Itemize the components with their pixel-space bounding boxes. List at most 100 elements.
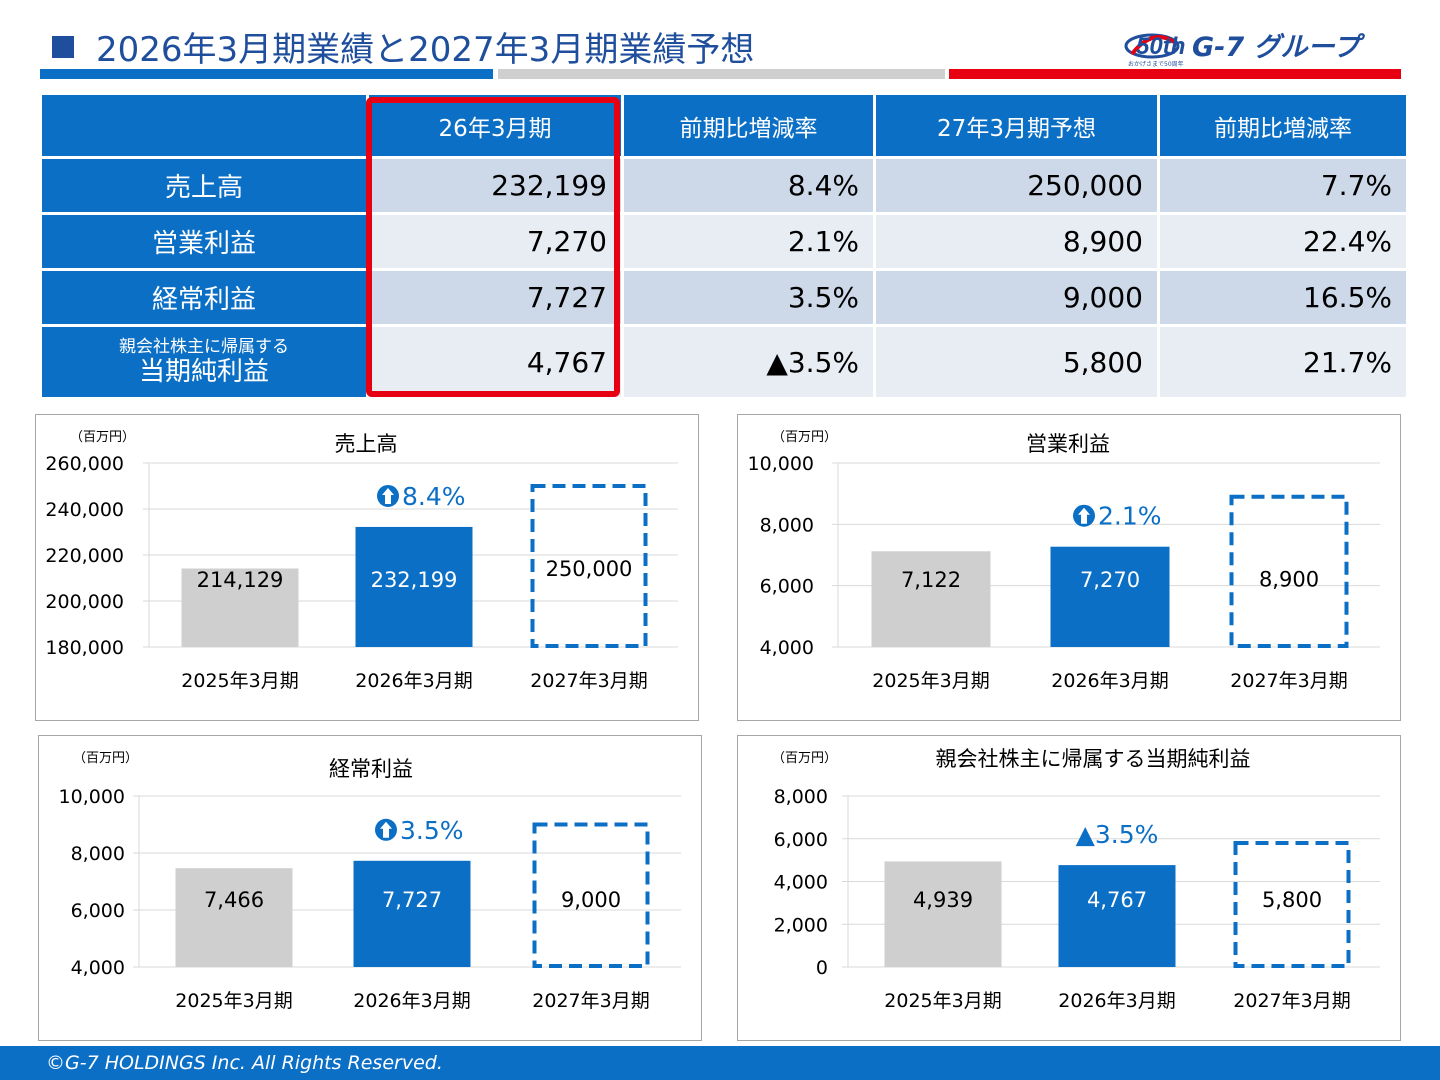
table-header-cell: 27年3月期予想 [876, 95, 1157, 156]
y-tick-label: 200,000 [45, 591, 124, 613]
y-tick-label: 6,000 [774, 829, 828, 851]
chart-title: 営業利益 [1026, 432, 1110, 456]
x-tick-label: 2027年3月期 [1233, 990, 1350, 1012]
table-cell: 9,000 [876, 271, 1157, 324]
chart-unit-label: （百万円） [772, 430, 837, 445]
x-tick-label: 2025年3月期 [872, 670, 989, 692]
x-tick-label: 2025年3月期 [175, 990, 292, 1012]
row-label-main: 当期純利益 [138, 357, 269, 387]
bar-prev-year [175, 868, 293, 967]
growth-rate-label: 2.1% [1098, 502, 1162, 531]
title-bar-blue [40, 69, 493, 79]
y-tick-label: 180,000 [45, 637, 124, 659]
growth-rate-label: 3.5% [400, 816, 464, 845]
chart-unit-label: （百万円） [73, 751, 138, 766]
table-cell: 7,270 [369, 215, 621, 268]
y-tick-label: 6,000 [71, 900, 125, 922]
chart-unit-label: （百万円） [70, 430, 135, 445]
table-cell: ▲3.5% [624, 327, 873, 397]
growth-rate-label: 8.4% [402, 482, 466, 511]
bar-forecast [1233, 841, 1351, 968]
bar-current-year [1058, 865, 1176, 967]
footer-copyright: ©G-7 HOLDINGS Inc. All Rights Reserved. [0, 1046, 1440, 1080]
row-label: 売上高 [42, 159, 366, 212]
table-row: 親会社株主に帰属する 当期純利益 4,767 ▲3.5% 5,800 21.7% [42, 327, 1406, 397]
chart-title: 経常利益 [329, 757, 413, 781]
chart-unit-label: （百万円） [772, 751, 837, 766]
x-tick-label: 2027年3月期 [1230, 670, 1347, 692]
table-cell: 16.5% [1160, 271, 1406, 324]
x-tick-label: 2027年3月期 [530, 670, 647, 692]
bar-value-label: 5,800 [1262, 888, 1322, 912]
y-tick-label: 8,000 [760, 514, 814, 536]
table-row: 経常利益 7,727 3.5% 9,000 16.5% [42, 271, 1406, 324]
bar-value-label: 8,900 [1259, 568, 1319, 592]
chart-net-income: 親会社株主に帰属する当期純利益 （百万円） 0 2,000 4,000 6,000 8,00… [737, 735, 1401, 1041]
row-label: 経常利益 [42, 271, 366, 324]
table-header-cell: 前期比増減率 [624, 95, 873, 156]
y-tick-label: 240,000 [45, 499, 124, 521]
bar-value-label: 4,939 [913, 888, 973, 912]
table-cell: 5,800 [876, 327, 1157, 397]
bar-value-label: 4,767 [1087, 888, 1147, 912]
chart-title: 親会社株主に帰属する当期純利益 [936, 747, 1251, 771]
table-cell: 250,000 [876, 159, 1157, 212]
x-tick-label: 2027年3月期 [532, 990, 649, 1012]
performance-table: 26年3月期 前期比増減率 27年3月期予想 前期比増減率 売上高 232,19… [39, 92, 1409, 400]
bar-prev-year [871, 551, 991, 647]
y-tick-label: 2,000 [774, 914, 828, 936]
table-cell: 3.5% [624, 271, 873, 324]
table-cell: 7.7% [1160, 159, 1406, 212]
row-label: 営業利益 [42, 215, 366, 268]
row-label: 親会社株主に帰属する 当期純利益 [42, 327, 366, 397]
bar-value-label: 7,122 [901, 568, 961, 592]
bar-current-year [355, 526, 473, 647]
x-tick-label: 2026年3月期 [355, 670, 472, 692]
chart-operating-profit: 営業利益 （百万円） 4,000 6,000 8,000 10,000 7,122 2025年… [737, 414, 1401, 721]
bar-value-label: 214,129 [197, 568, 284, 592]
table-cell: 21.7% [1160, 327, 1406, 397]
company-logo: 50th おかげさまで50周年 G-7 グループ [1124, 32, 1366, 68]
bar-forecast [532, 822, 650, 968]
bar-current-year [353, 860, 471, 967]
bar-value-label: 7,270 [1080, 568, 1140, 592]
table-cell: 8.4% [624, 159, 873, 212]
table-cell: 4,767 [369, 327, 621, 397]
bar-value-label: 7,466 [204, 888, 264, 912]
highlight-frame [366, 97, 620, 397]
table-header-cell [42, 95, 366, 156]
table-row: 営業利益 7,270 2.1% 8,900 22.4% [42, 215, 1406, 268]
y-tick-label: 4,000 [774, 872, 828, 894]
x-tick-label: 2026年3月期 [1051, 670, 1168, 692]
table-cell: 8,900 [876, 215, 1157, 268]
y-tick-label: 260,000 [45, 453, 124, 475]
table-cell: 2.1% [624, 215, 873, 268]
bar-value-label: 9,000 [561, 888, 621, 912]
y-tick-label: 0 [816, 957, 828, 979]
growth-rate-label: ▲3.5% [1076, 820, 1159, 849]
up-arrow-glyph-icon [382, 487, 394, 504]
table-header-row: 26年3月期 前期比増減率 27年3月期予想 前期比増減率 [42, 95, 1406, 156]
page-title: 2026年3月期業績と2027年3月期業績予想 [52, 22, 754, 71]
x-tick-label: 2025年3月期 [884, 990, 1001, 1012]
bar-forecast [1229, 494, 1349, 648]
y-tick-label: 8,000 [71, 843, 125, 865]
row-label-small: 親会社株主に帰属する [119, 337, 289, 357]
title-square-icon [52, 35, 74, 58]
page-title-text: 2026年3月期業績と2027年3月期業績予想 [96, 30, 755, 70]
up-arrow-glyph-icon [380, 821, 392, 838]
logo-subtext: おかげさまで50周年 [1128, 60, 1184, 68]
bar-forecast [530, 484, 648, 648]
logo-ring-icon [1124, 33, 1180, 59]
bar-prev-year [181, 568, 299, 647]
bar-value-label: 232,199 [371, 568, 458, 592]
chart-sales: 売上高 （百万円） 180,000 200,000 220,000 240,000 260,… [35, 414, 699, 721]
bar-value-label: 250,000 [546, 557, 633, 581]
bar-current-year [1050, 546, 1170, 647]
table-header-cell: 26年3月期 [369, 95, 621, 156]
y-tick-label: 4,000 [760, 637, 814, 659]
x-tick-label: 2026年3月期 [353, 990, 470, 1012]
bar-value-label: 7,727 [382, 888, 442, 912]
up-arrow-glyph-icon [1078, 507, 1090, 524]
table-row: 売上高 232,199 8.4% 250,000 7.7% [42, 159, 1406, 212]
